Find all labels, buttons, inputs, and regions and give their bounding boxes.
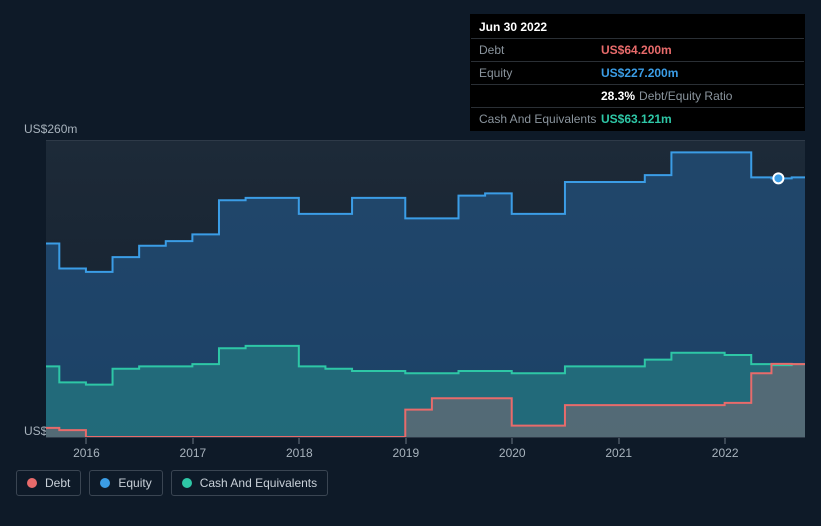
legend-item[interactable]: Debt xyxy=(16,470,81,496)
x-tick-mark xyxy=(299,438,300,444)
x-tick-mark xyxy=(86,438,87,444)
legend-label: Cash And Equivalents xyxy=(200,476,317,490)
legend-dot-icon xyxy=(27,478,37,488)
x-axis: 2016 2017 2018 2019 2020 2021 2022 xyxy=(46,444,805,462)
tooltip-date: Jun 30 2022 xyxy=(471,15,804,39)
chart-legend: Debt Equity Cash And Equivalents xyxy=(16,470,328,496)
tooltip-row: Cash And EquivalentsUS$63.121m xyxy=(471,108,804,130)
tooltip-row: EquityUS$227.200m xyxy=(471,62,804,85)
legend-dot-icon xyxy=(182,478,192,488)
y-axis-max: US$260m xyxy=(24,122,77,136)
tooltip-row-label: Equity xyxy=(479,66,601,80)
tooltip-row-value: US$227.200m xyxy=(601,66,796,80)
chart-tooltip: Jun 30 2022 DebtUS$64.200mEquityUS$227.2… xyxy=(470,14,805,131)
tooltip-row: DebtUS$64.200m xyxy=(471,39,804,62)
legend-item[interactable]: Equity xyxy=(89,470,162,496)
x-tick-label: 2019 xyxy=(392,446,419,460)
x-tick-mark xyxy=(618,438,619,444)
tooltip-row-label xyxy=(479,89,601,103)
legend-label: Equity xyxy=(118,476,151,490)
legend-label: Debt xyxy=(45,476,70,490)
x-tick-label: 2018 xyxy=(286,446,313,460)
hover-marker xyxy=(773,173,783,183)
x-tick-mark xyxy=(725,438,726,444)
x-tick-mark xyxy=(405,438,406,444)
chart-container: US$260m US$0 201620172018201920202021202… xyxy=(16,122,805,510)
x-tick-label: 2022 xyxy=(712,446,739,460)
tooltip-row-value: 28.3%Debt/Equity Ratio xyxy=(601,89,796,103)
tooltip-row-label: Cash And Equivalents xyxy=(479,112,601,126)
x-tick-label: 2020 xyxy=(499,446,526,460)
tooltip-row: 28.3%Debt/Equity Ratio xyxy=(471,85,804,108)
tooltip-row-value: US$64.200m xyxy=(601,43,796,57)
x-tick-mark xyxy=(192,438,193,444)
tooltip-row-suffix: Debt/Equity Ratio xyxy=(639,89,732,103)
legend-dot-icon xyxy=(100,478,110,488)
x-tick-label: 2021 xyxy=(605,446,632,460)
legend-item[interactable]: Cash And Equivalents xyxy=(171,470,328,496)
x-tick-mark xyxy=(512,438,513,444)
tooltip-row-label: Debt xyxy=(479,43,601,57)
x-tick-label: 2017 xyxy=(180,446,207,460)
x-tick-label: 2016 xyxy=(73,446,100,460)
plot-area[interactable] xyxy=(46,140,805,438)
tooltip-row-value: US$63.121m xyxy=(601,112,796,126)
